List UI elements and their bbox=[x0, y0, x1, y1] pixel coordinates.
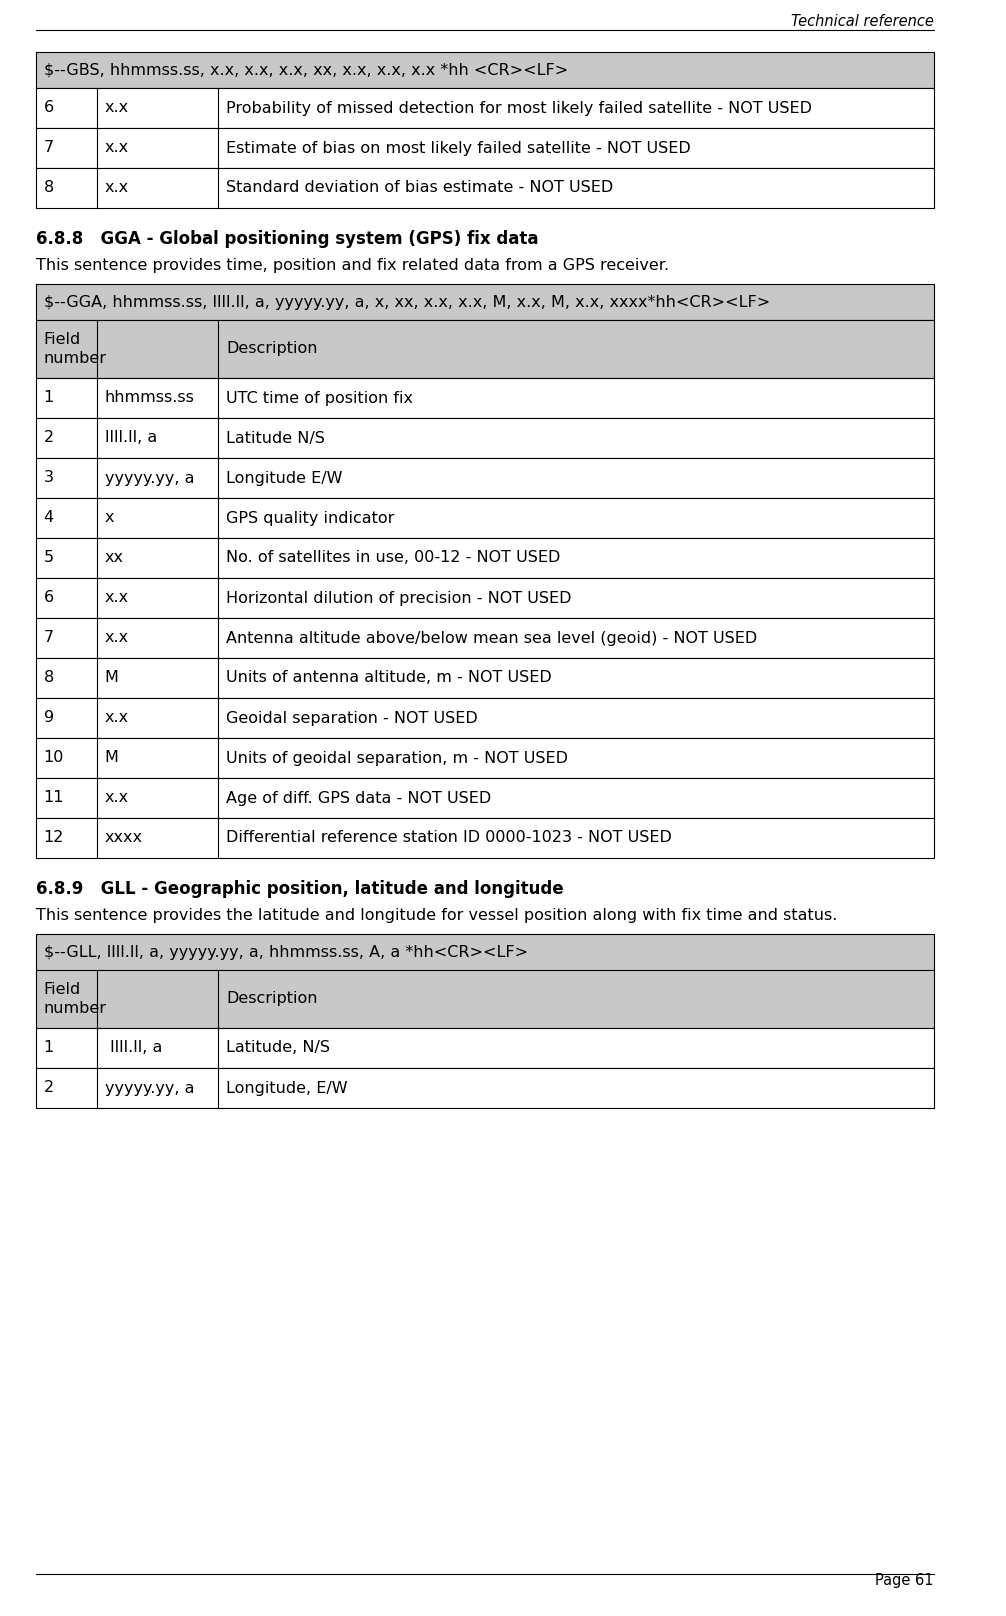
Text: Field
number: Field number bbox=[43, 981, 107, 1016]
Text: Field
number: Field number bbox=[43, 331, 107, 367]
Text: Age of diff. GPS data - NOT USED: Age of diff. GPS data - NOT USED bbox=[226, 790, 491, 805]
Text: 5: 5 bbox=[43, 551, 53, 566]
Bar bbox=[36, 498, 934, 538]
Text: Description: Description bbox=[226, 992, 318, 1007]
Text: 4: 4 bbox=[43, 511, 53, 525]
Bar bbox=[36, 419, 934, 457]
Text: Longitude, E/W: Longitude, E/W bbox=[226, 1081, 347, 1096]
Text: 1: 1 bbox=[43, 391, 54, 406]
Text: x: x bbox=[105, 511, 115, 525]
Text: 7: 7 bbox=[43, 141, 53, 155]
Bar bbox=[36, 739, 934, 777]
Text: llll.ll, a: llll.ll, a bbox=[105, 430, 157, 446]
Text: $--GBS, hhmmss.ss, x.x, x.x, x.x, xx, x.x, x.x, x.x *hh <CR><LF>: $--GBS, hhmmss.ss, x.x, x.x, x.x, xx, x.… bbox=[43, 63, 568, 78]
Text: 6: 6 bbox=[43, 590, 53, 606]
Bar bbox=[36, 970, 934, 1028]
Text: Antenna altitude above/below mean sea level (geoid) - NOT USED: Antenna altitude above/below mean sea le… bbox=[226, 630, 758, 645]
Text: 2: 2 bbox=[43, 430, 53, 446]
Text: M: M bbox=[105, 750, 119, 766]
Text: 11: 11 bbox=[43, 790, 64, 805]
Text: 8: 8 bbox=[43, 181, 54, 196]
Text: yyyyy.yy, a: yyyyy.yy, a bbox=[105, 470, 194, 485]
Text: xxxx: xxxx bbox=[105, 831, 143, 845]
Text: This sentence provides time, position and fix related data from a GPS receiver.: This sentence provides time, position an… bbox=[36, 259, 669, 273]
Text: UTC time of position fix: UTC time of position fix bbox=[226, 391, 412, 406]
Text: Page 61: Page 61 bbox=[875, 1572, 934, 1589]
Bar bbox=[36, 87, 934, 128]
Text: x.x: x.x bbox=[105, 100, 129, 115]
Text: 9: 9 bbox=[43, 711, 53, 726]
Text: Differential reference station ID 0000-1023 - NOT USED: Differential reference station ID 0000-1… bbox=[226, 831, 672, 845]
Text: GPS quality indicator: GPS quality indicator bbox=[226, 511, 394, 525]
Text: 12: 12 bbox=[43, 831, 64, 845]
Text: llll.ll, a: llll.ll, a bbox=[105, 1041, 162, 1055]
Text: This sentence provides the latitude and longitude for vessel position along with: This sentence provides the latitude and … bbox=[36, 908, 837, 923]
Text: Geoidal separation - NOT USED: Geoidal separation - NOT USED bbox=[226, 711, 478, 726]
Text: x.x: x.x bbox=[105, 181, 129, 196]
Bar bbox=[36, 457, 934, 498]
Bar bbox=[36, 934, 934, 970]
Bar bbox=[36, 1068, 934, 1109]
Bar bbox=[36, 52, 934, 87]
Text: 8: 8 bbox=[43, 671, 54, 685]
Text: Units of geoidal separation, m - NOT USED: Units of geoidal separation, m - NOT USE… bbox=[226, 750, 568, 766]
Text: 10: 10 bbox=[43, 750, 64, 766]
Text: Horizontal dilution of precision - NOT USED: Horizontal dilution of precision - NOT U… bbox=[226, 590, 571, 606]
Text: hhmmss.ss: hhmmss.ss bbox=[105, 391, 194, 406]
Bar bbox=[36, 538, 934, 579]
Text: 6.8.9   GLL - Geographic position, latitude and longitude: 6.8.9 GLL - Geographic position, latitud… bbox=[36, 881, 563, 898]
Text: x.x: x.x bbox=[105, 711, 129, 726]
Bar bbox=[36, 320, 934, 378]
Bar bbox=[36, 658, 934, 698]
Text: 2: 2 bbox=[43, 1081, 53, 1096]
Text: x.x: x.x bbox=[105, 630, 129, 645]
Text: x.x: x.x bbox=[105, 590, 129, 606]
Bar bbox=[36, 617, 934, 658]
Text: Units of antenna altitude, m - NOT USED: Units of antenna altitude, m - NOT USED bbox=[226, 671, 551, 685]
Text: Latitude N/S: Latitude N/S bbox=[226, 430, 325, 446]
Text: 3: 3 bbox=[43, 470, 53, 485]
Bar bbox=[36, 579, 934, 617]
Text: Estimate of bias on most likely failed satellite - NOT USED: Estimate of bias on most likely failed s… bbox=[226, 141, 691, 155]
Text: 7: 7 bbox=[43, 630, 53, 645]
Text: Standard deviation of bias estimate - NOT USED: Standard deviation of bias estimate - NO… bbox=[226, 181, 614, 196]
Text: x.x: x.x bbox=[105, 790, 129, 805]
Bar bbox=[36, 818, 934, 858]
Bar bbox=[36, 777, 934, 818]
Bar bbox=[36, 1028, 934, 1068]
Bar bbox=[36, 168, 934, 208]
Text: 6.8.8   GGA - Global positioning system (GPS) fix data: 6.8.8 GGA - Global positioning system (G… bbox=[36, 229, 538, 247]
Bar bbox=[36, 378, 934, 419]
Bar bbox=[36, 698, 934, 739]
Text: M: M bbox=[105, 671, 119, 685]
Text: $--GGA, hhmmss.ss, llll.ll, a, yyyyy.yy, a, x, xx, x.x, x.x, M, x.x, M, x.x, xxx: $--GGA, hhmmss.ss, llll.ll, a, yyyyy.yy,… bbox=[43, 294, 770, 310]
Bar bbox=[36, 128, 934, 168]
Bar bbox=[36, 284, 934, 320]
Text: No. of satellites in use, 00-12 - NOT USED: No. of satellites in use, 00-12 - NOT US… bbox=[226, 551, 560, 566]
Text: Probability of missed detection for most likely failed satellite - NOT USED: Probability of missed detection for most… bbox=[226, 100, 812, 115]
Text: x.x: x.x bbox=[105, 141, 129, 155]
Text: yyyyy.yy, a: yyyyy.yy, a bbox=[105, 1081, 194, 1096]
Text: 6: 6 bbox=[43, 100, 53, 115]
Text: xx: xx bbox=[105, 551, 124, 566]
Text: 1: 1 bbox=[43, 1041, 54, 1055]
Text: Technical reference: Technical reference bbox=[791, 15, 934, 29]
Text: Longitude E/W: Longitude E/W bbox=[226, 470, 342, 485]
Text: Latitude, N/S: Latitude, N/S bbox=[226, 1041, 330, 1055]
Text: $--GLL, llll.ll, a, yyyyy.yy, a, hhmmss.ss, A, a *hh<CR><LF>: $--GLL, llll.ll, a, yyyyy.yy, a, hhmmss.… bbox=[43, 944, 528, 960]
Text: Description: Description bbox=[226, 341, 318, 357]
